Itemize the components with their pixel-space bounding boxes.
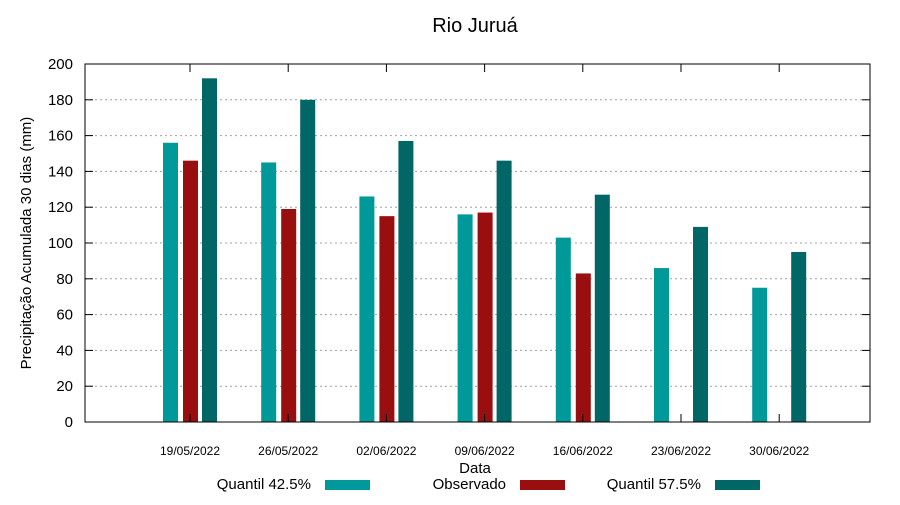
y-tick-label: 60: [56, 307, 73, 324]
legend: Quantil 42.5% Observado Quantil 57.5%: [217, 476, 760, 493]
x-tick-label: 30/06/2022: [749, 444, 809, 458]
y-tick-label: 120: [48, 199, 73, 216]
legend-swatch: [715, 480, 760, 490]
x-tick-label: 23/06/2022: [651, 444, 711, 458]
bar: [477, 212, 493, 422]
bars: [163, 78, 807, 423]
y-tick-label: 180: [48, 92, 73, 109]
x-tick-label: 26/05/2022: [258, 444, 318, 458]
bar: [359, 196, 375, 422]
x-axis-ticks: 19/05/2022 26/05/2022 02/06/2022 09/06/2022…: [160, 64, 810, 458]
x-axis-label: Data: [459, 460, 491, 477]
bar: [654, 268, 669, 422]
y-tick-label: 160: [48, 128, 73, 145]
chart-title: Rio Juruá: [432, 15, 518, 37]
y-tick-label: 140: [48, 163, 73, 180]
y-axis-label: Precipitação Acumulada 30 dias (mm): [18, 117, 35, 370]
legend-label: Quantil 42.5%: [217, 476, 311, 493]
x-tick-label: 19/05/2022: [160, 444, 220, 458]
bar: [163, 142, 178, 422]
bar: [281, 208, 297, 422]
bar: [594, 194, 610, 422]
x-tick-label: 02/06/2022: [356, 444, 416, 458]
bar: [379, 216, 395, 422]
legend-label: Quantil 57.5%: [607, 476, 701, 493]
bar: [261, 162, 277, 422]
y-tick-label: 40: [56, 342, 73, 359]
y-tick-label: 80: [56, 271, 73, 288]
x-tick-label: 09/06/2022: [455, 444, 515, 458]
bar: [457, 214, 473, 422]
legend-swatch: [325, 480, 370, 490]
legend-label: Observado: [433, 476, 506, 493]
bar: [398, 140, 414, 422]
y-axis-ticks: 0 20 40 60 80 100 120 140 160 180 200: [48, 56, 870, 431]
bar: [575, 273, 591, 422]
y-tick-label: 20: [56, 378, 73, 395]
bar: [183, 160, 198, 422]
bar: [300, 99, 316, 423]
bar: [693, 226, 708, 422]
bar: [496, 160, 512, 422]
bar: [791, 251, 807, 422]
bar: [202, 78, 217, 422]
bar: [555, 237, 571, 422]
y-tick-label: 0: [65, 414, 73, 431]
x-tick-label: 16/06/2022: [553, 444, 613, 458]
y-tick-label: 200: [48, 56, 73, 73]
legend-swatch: [520, 480, 565, 490]
bar: [752, 287, 768, 422]
y-tick-label: 100: [48, 235, 73, 252]
